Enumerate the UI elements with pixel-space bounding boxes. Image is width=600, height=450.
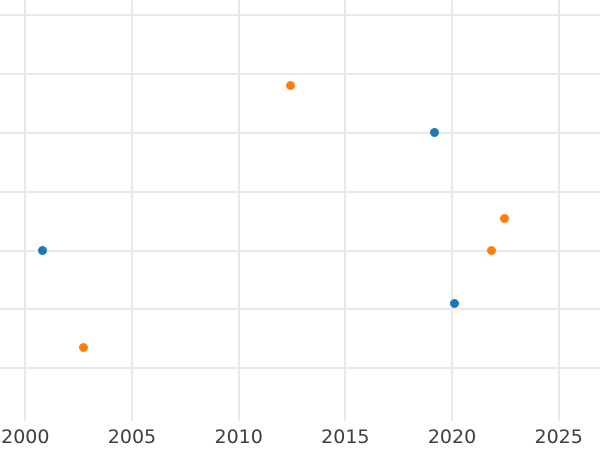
scatter-point-series-orange xyxy=(486,246,496,255)
scatter-point-series-orange xyxy=(499,213,509,223)
scatter-point-series-blue xyxy=(449,299,459,309)
x-tick-label: 2020 xyxy=(427,426,477,448)
horizontal-gridline xyxy=(0,367,600,370)
scatter-point-series-blue xyxy=(37,246,47,255)
x-tick-label: 2005 xyxy=(107,426,157,448)
vertical-gridline xyxy=(24,0,27,421)
x-axis: 2000 2005 2010 2015 2020 2025 xyxy=(0,421,600,450)
plot-area xyxy=(0,0,600,421)
vertical-gridline xyxy=(557,0,560,421)
scatter-point-series-orange xyxy=(286,81,296,90)
horizontal-gridline xyxy=(0,72,600,75)
horizontal-gridline xyxy=(0,13,600,16)
vertical-gridline xyxy=(237,0,240,421)
horizontal-gridline xyxy=(0,131,600,134)
x-tick-label: 2025 xyxy=(534,426,583,448)
scatter-point-series-orange xyxy=(79,343,89,353)
x-tick-label: 2000 xyxy=(1,426,50,448)
vertical-gridline xyxy=(451,0,454,421)
horizontal-gridline xyxy=(0,190,600,193)
scatter-point-series-blue xyxy=(430,128,440,138)
x-tick-label: 2015 xyxy=(321,426,370,448)
horizontal-gridline xyxy=(0,308,600,311)
vertical-gridline xyxy=(344,0,347,421)
horizontal-gridline xyxy=(0,249,600,252)
x-tick-label: 2010 xyxy=(214,426,263,448)
vertical-gridline xyxy=(130,0,133,421)
